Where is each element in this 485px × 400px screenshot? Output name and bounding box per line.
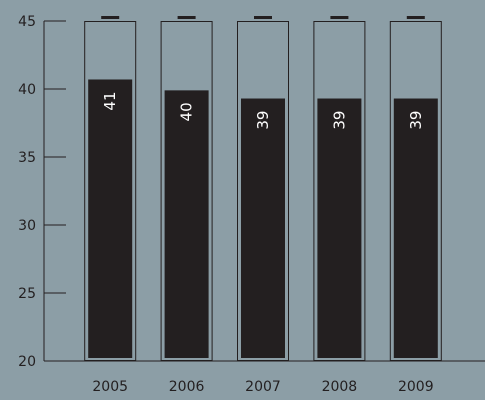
bars: 41 40 39 39 39 xyxy=(84,16,442,361)
battery-cap xyxy=(330,16,349,19)
battery-cap xyxy=(177,16,196,19)
x-tick-label: 2006 xyxy=(169,379,205,395)
bar xyxy=(393,98,438,359)
y-tick-label: 20 xyxy=(18,354,36,370)
battery-outline xyxy=(160,21,213,361)
bar xyxy=(164,90,209,359)
bar xyxy=(88,79,133,358)
bar-data-label: 40 xyxy=(178,102,196,121)
battery-outline xyxy=(313,21,366,361)
battery-cap xyxy=(101,16,120,19)
x-tick-label: 2008 xyxy=(322,379,358,395)
bar-data-label: 39 xyxy=(407,111,425,130)
y-tick-label: 45 xyxy=(18,14,36,30)
bar xyxy=(317,98,362,359)
battery-cap xyxy=(406,16,425,19)
bar-data-label: 39 xyxy=(254,111,272,130)
x-tick-label: 2005 xyxy=(92,379,128,395)
battery-outline xyxy=(389,21,442,361)
y-tick-label: 25 xyxy=(18,286,36,302)
battery-outline xyxy=(237,21,289,361)
x-axis-labels: 2005 2006 2007 2008 2009 xyxy=(92,379,433,395)
bar-data-label: 41 xyxy=(101,91,119,110)
bar-data-label: 39 xyxy=(330,111,348,130)
battery-cap xyxy=(254,16,272,19)
y-tick-label: 35 xyxy=(18,150,36,166)
y-tick-label: 30 xyxy=(18,218,36,234)
x-tick-label: 2007 xyxy=(245,379,281,395)
battery-outline xyxy=(84,21,137,361)
bar xyxy=(241,98,285,359)
x-tick-label: 2009 xyxy=(398,379,434,395)
y-tick-label: 40 xyxy=(18,82,36,98)
